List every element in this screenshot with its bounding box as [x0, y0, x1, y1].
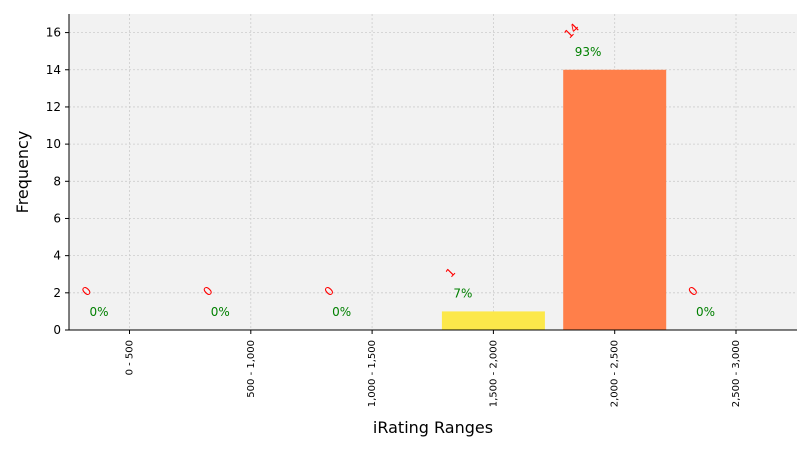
x-tick-label: 2,000 - 2,500	[610, 340, 621, 407]
x-tick-label: 2,500 - 3,000	[731, 340, 742, 407]
percent-label: 0%	[332, 305, 351, 319]
percent-label: 93%	[575, 45, 602, 59]
x-tick-label: 0 - 500	[125, 340, 136, 375]
y-axis-title: Frequency	[13, 131, 32, 214]
y-tick-label: 16	[46, 26, 61, 40]
percent-label: 0%	[90, 305, 109, 319]
x-tick-label: 1,500 - 2,000	[488, 340, 499, 407]
y-tick-label: 6	[53, 211, 61, 225]
grid-lines	[69, 14, 797, 330]
y-tick-label: 0	[53, 323, 61, 337]
axes	[68, 14, 797, 331]
y-tick-label: 8	[53, 174, 61, 188]
percent-label: 7%	[453, 286, 472, 300]
plot-area	[69, 14, 797, 330]
y-tick-label: 14	[46, 63, 61, 77]
y-tick-label: 2	[53, 286, 61, 300]
x-axis-title: iRating Ranges	[373, 418, 493, 437]
bar	[441, 311, 545, 330]
x-tick-label: 500 - 1,000	[246, 340, 257, 398]
percent-label: 0%	[696, 305, 715, 319]
y-tick-label: 4	[53, 249, 61, 263]
bar	[563, 69, 667, 330]
x-tick-label: 1,000 - 1,500	[367, 340, 378, 407]
x-ticks: 0 - 500 500 - 1,000 1,000 - 1,500 1,500 - 2…	[125, 330, 742, 407]
percent-label: 0%	[211, 305, 230, 319]
y-tick-label: 12	[46, 100, 61, 114]
bars	[441, 69, 667, 330]
y-ticks: 0 2 4 6 8 10 12 14 16	[46, 26, 69, 337]
y-tick-label: 10	[46, 137, 61, 151]
